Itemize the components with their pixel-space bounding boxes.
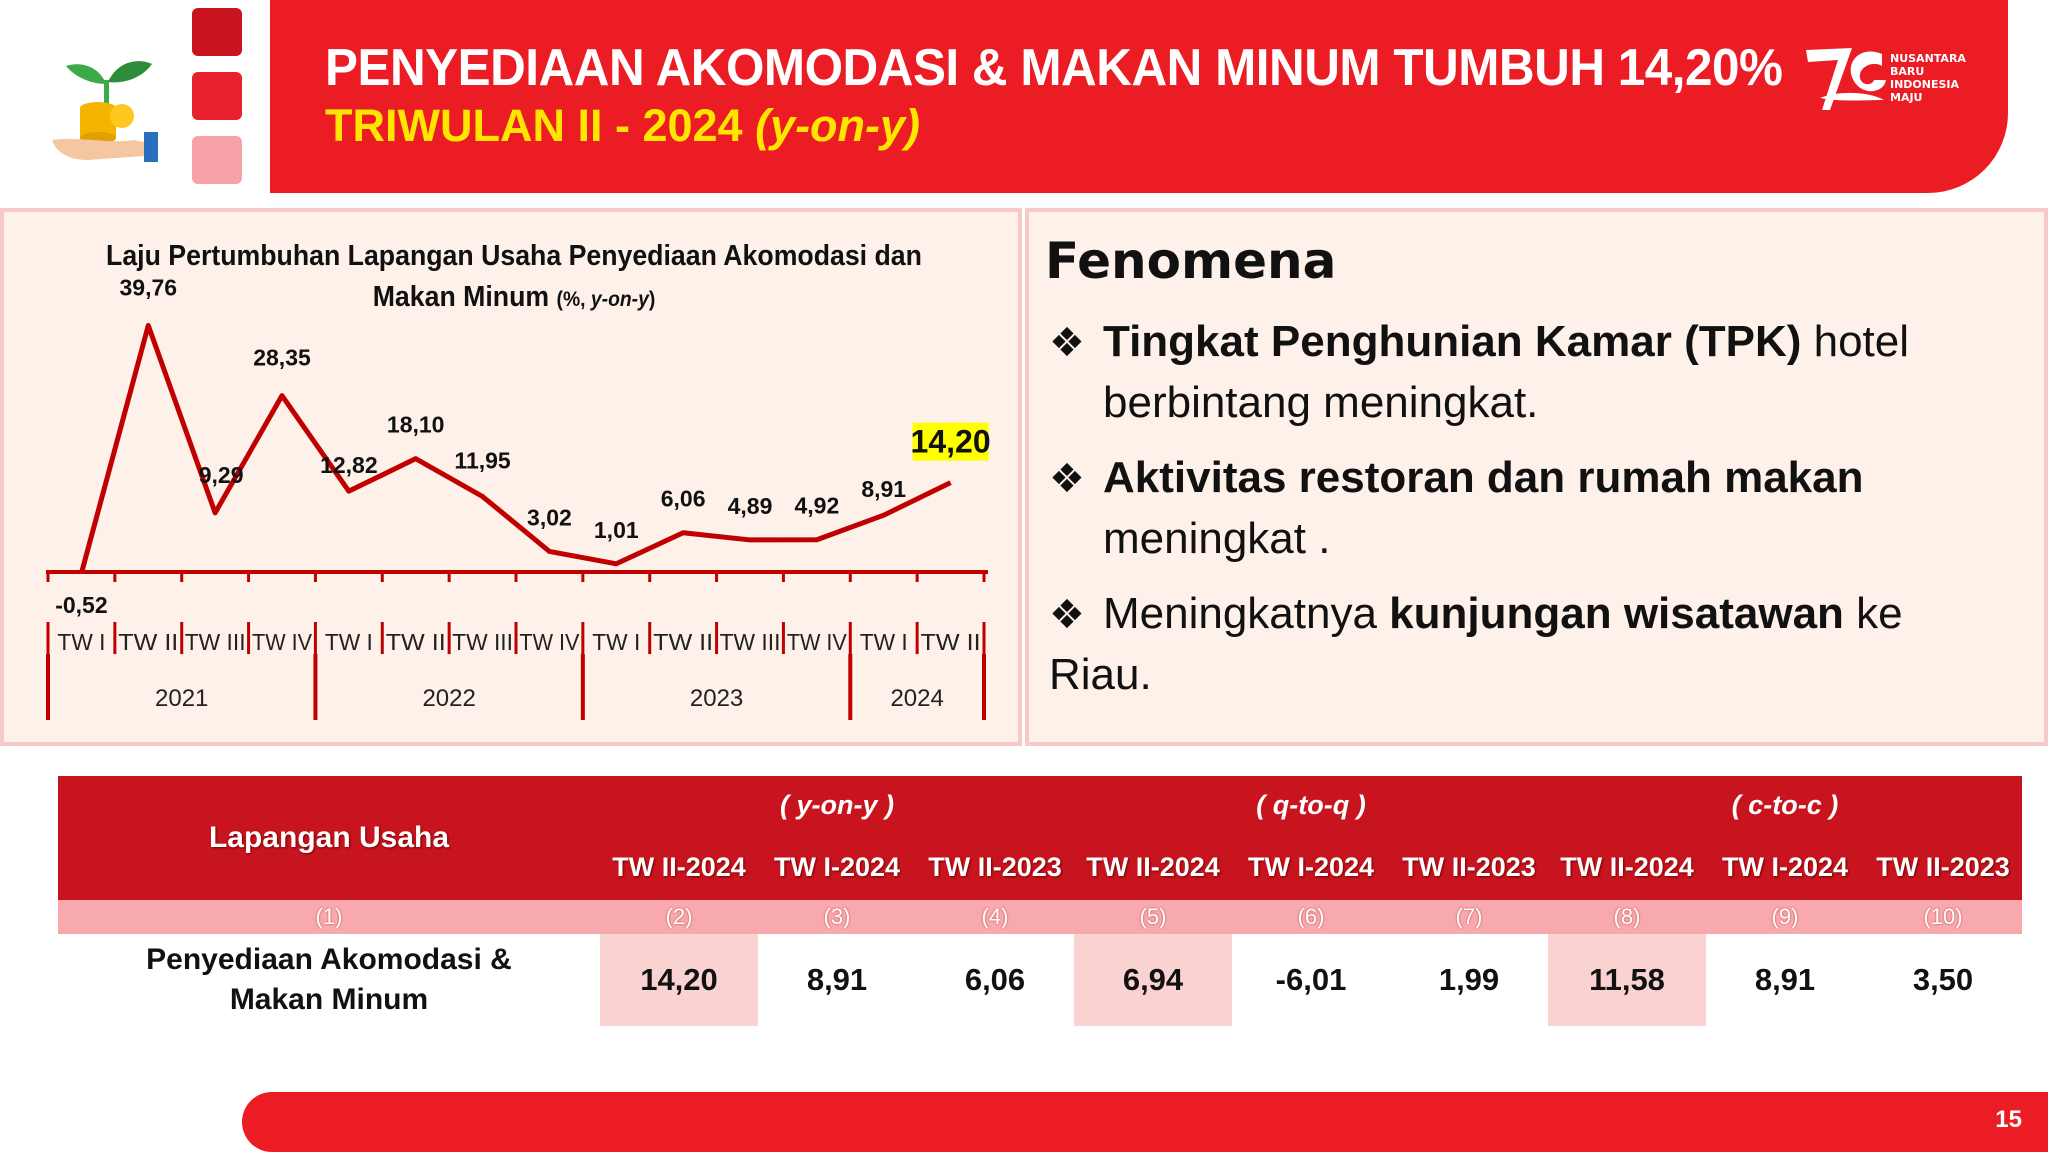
table-cell: 6,94 bbox=[1074, 934, 1232, 1026]
column-header: TW II-2023 bbox=[1402, 852, 1536, 882]
year-label: 2022 bbox=[422, 685, 475, 712]
data-label: 18,10 bbox=[387, 412, 445, 438]
category-label: TW I bbox=[592, 629, 640, 655]
column-number-row: (1) (2) (3) (4) (5) (6) (7) (8) (9) (10) bbox=[58, 900, 2022, 934]
column-header: TW I-2024 bbox=[773, 852, 901, 882]
diamond-bullet-icon: ❖ bbox=[1049, 321, 1085, 365]
page-subtitle: TRIWULAN II - 2024 (y-on-y) bbox=[325, 100, 921, 151]
category-label: TW IV bbox=[519, 629, 580, 655]
table-cell: 3,50 bbox=[1912, 962, 1974, 997]
category-label: TW II bbox=[386, 629, 446, 655]
column-header: TW I-2024 bbox=[1721, 852, 1849, 882]
column-number: (10) bbox=[1923, 904, 1963, 929]
square-pink bbox=[192, 136, 242, 184]
table-cell: 6,06 bbox=[964, 962, 1026, 997]
fenomena-panel: Fenomena ❖ Tingkat Penghunian Kamar (TPK)… bbox=[1025, 208, 2048, 746]
square-dark bbox=[192, 8, 242, 56]
diamond-bullet-icon: ❖ bbox=[1049, 593, 1085, 637]
highlight-box bbox=[912, 422, 989, 461]
fenomena-item-tpk: ❖ Tingkat Penghunian Kamar (TPK) hotel be… bbox=[1049, 312, 2009, 433]
data-label: 14,20 bbox=[911, 424, 991, 460]
column-header: TW II-2024 bbox=[612, 852, 746, 882]
data-label: 39,76 bbox=[120, 274, 178, 300]
category-label: TW IV bbox=[252, 629, 313, 655]
data-label: 6,06 bbox=[661, 486, 706, 512]
logo-text: NUSANTARA BARU INDONESIA MAJU bbox=[1890, 52, 1966, 104]
chart-title: Laju Pertumbuhan Lapangan Usaha Penyedia… bbox=[106, 240, 922, 313]
column-number: (8) bbox=[1613, 904, 1641, 929]
ri-79-anniversary-logo-icon bbox=[1806, 48, 1886, 110]
growth-money-hand-icon bbox=[52, 61, 158, 162]
category-label: TW IV bbox=[787, 629, 848, 655]
group-ctc: ( c-to-c ) bbox=[1731, 790, 1839, 820]
data-label: -0,52 bbox=[55, 592, 107, 618]
column-number: (1) bbox=[315, 904, 343, 929]
data-label: 3,02 bbox=[527, 504, 572, 530]
growth-table: Lapangan Usaha ( y-on-y ) ( q-to-q ) ( c… bbox=[58, 776, 2022, 1026]
data-label: 1,01 bbox=[594, 517, 639, 543]
category-label: TW III bbox=[185, 629, 246, 655]
fenomena-item-restoran: ❖ Aktivitas restoran dan rumah makan meni… bbox=[1049, 448, 2009, 569]
square-red bbox=[192, 72, 242, 120]
category-label: TW III bbox=[452, 629, 513, 655]
column-number: (3) bbox=[823, 904, 851, 929]
row-name: Penyediaan Akomodasi & Makan Minum bbox=[146, 943, 512, 1016]
group-yoy: ( y-on-y ) bbox=[780, 790, 894, 820]
diamond-bullet-icon: ❖ bbox=[1049, 457, 1085, 501]
page-number: 15 bbox=[1995, 1106, 2022, 1133]
column-header: TW II-2023 bbox=[928, 852, 1062, 882]
series-line bbox=[79, 322, 952, 574]
table-cell: 8,91 bbox=[806, 962, 868, 997]
category-label: TW II bbox=[118, 629, 178, 655]
category-label: TW II bbox=[921, 629, 981, 655]
table-cell: 8,91 bbox=[1754, 962, 1816, 997]
table-cell: -6,01 bbox=[1275, 962, 1347, 997]
data-label: 4,92 bbox=[794, 493, 839, 519]
table-row: Penyediaan Akomodasi & Makan Minum 14,20… bbox=[58, 934, 2022, 1026]
column-header: TW I-2024 bbox=[1247, 852, 1375, 882]
data-label: 9,29 bbox=[199, 462, 244, 488]
category-label: TW I bbox=[325, 629, 373, 655]
column-number: (2) bbox=[665, 904, 693, 929]
page-title: PENYEDIAAN AKOMODASI & MAKAN MINUM TUMBU… bbox=[325, 39, 1783, 97]
fenomena-title: Fenomena bbox=[1045, 232, 1337, 290]
year-label: 2021 bbox=[155, 685, 208, 712]
column-number: (5) bbox=[1139, 904, 1167, 929]
column-header: TW II-2023 bbox=[1876, 852, 2010, 882]
data-label: 12,82 bbox=[320, 452, 378, 478]
column-number: (6) bbox=[1297, 904, 1325, 929]
data-label: 11,95 bbox=[454, 448, 510, 474]
category-label: TW I bbox=[57, 629, 105, 655]
chart-panel: Laju Pertumbuhan Lapangan Usaha Penyedia… bbox=[0, 208, 1022, 746]
category-label: TW III bbox=[720, 629, 781, 655]
data-label: 4,89 bbox=[728, 493, 773, 519]
table-cell: 11,58 bbox=[1548, 934, 1706, 1026]
column-number: (4) bbox=[981, 904, 1009, 929]
data-label: 28,35 bbox=[253, 345, 311, 371]
column-number: (9) bbox=[1771, 904, 1799, 929]
fenomena-item-wisatawan: ❖ Meningkatnya kunjungan wisatawan ke Ria… bbox=[1049, 584, 2009, 705]
line-chart: TW I TW II TW III TW IV TW I TW II TW III TW IV… bbox=[46, 274, 991, 720]
category-label: TW II bbox=[653, 629, 713, 655]
header-band bbox=[270, 0, 2008, 193]
year-label: 2023 bbox=[690, 685, 743, 712]
table-cell: 1,99 bbox=[1438, 962, 1500, 997]
table-header: Lapangan Usaha ( y-on-y ) ( q-to-q ) ( c… bbox=[58, 776, 2022, 900]
data-label: 8,91 bbox=[861, 476, 906, 502]
footer-band: 15 bbox=[242, 1092, 2048, 1152]
table-cell: 14,20 bbox=[600, 934, 758, 1026]
column-header: TW II-2024 bbox=[1560, 852, 1694, 882]
year-label: 2024 bbox=[890, 685, 943, 712]
group-qtq: ( q-to-q ) bbox=[1256, 790, 1366, 820]
row-header-lapangan-usaha: Lapangan Usaha bbox=[208, 821, 450, 854]
column-header: TW II-2024 bbox=[1086, 852, 1220, 882]
column-number: (7) bbox=[1455, 904, 1483, 929]
category-label: TW I bbox=[860, 629, 908, 655]
